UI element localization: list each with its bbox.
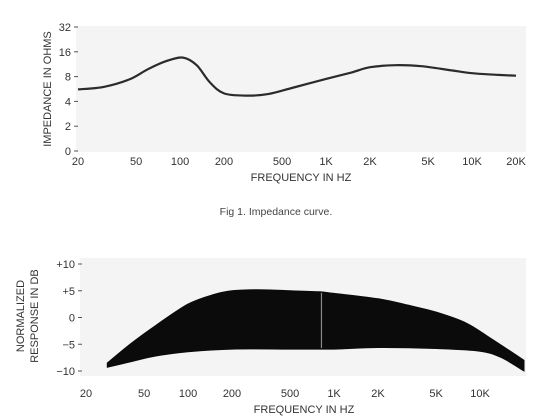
- response-x-tick-label: 100: [179, 388, 197, 400]
- impedance-x-tick-label: 200: [215, 156, 233, 168]
- impedance-y-tick-label: 8: [65, 72, 71, 84]
- response-x-ticks: 20 50 100 200 500 1K 2K 5K 10K: [80, 388, 491, 400]
- response-x-tick-label: 10K: [470, 388, 490, 400]
- impedance-y-tick-label: 2: [65, 121, 71, 133]
- response-x-tick-label: 5K: [429, 388, 443, 400]
- impedance-y-tick-label: 0: [65, 146, 71, 158]
- impedance-x-tick-label: 2K: [363, 156, 377, 168]
- impedance-y-tick-label: 32: [59, 22, 71, 34]
- response-x-axis-label: FREQUENCY IN HZ: [254, 404, 355, 416]
- impedance-x-tick-label: 50: [130, 156, 142, 168]
- response-y-axis-label-line1: NORMALIZED: [15, 280, 27, 352]
- impedance-x-tick-label: 20: [72, 156, 84, 168]
- impedance-curve: [77, 56, 517, 97]
- response-y-tick-label: +5: [62, 286, 75, 298]
- response-x-tick-label: 1K: [327, 388, 341, 400]
- response-x-tick-label: 2K: [371, 388, 385, 400]
- response-y-ticks: +10 +5 0 −5 −10: [56, 259, 82, 378]
- impedance-y-tick-label: 4: [65, 96, 71, 108]
- response-y-tick-label: 0: [69, 313, 75, 325]
- impedance-x-axis-label: FREQUENCY IN HZ: [251, 172, 352, 184]
- impedance-x-tick-label: 100: [171, 156, 189, 168]
- impedance-plot-background: [76, 26, 526, 152]
- response-y-axis-label-line2: RESPONSE IN DB: [29, 269, 41, 363]
- response-x-tick-label: 200: [223, 388, 241, 400]
- response-band: [106, 289, 525, 372]
- impedance-x-tick-label: 10K: [462, 156, 482, 168]
- impedance-x-tick-label: 1K: [319, 156, 333, 168]
- response-y-tick-label: −5: [62, 339, 75, 351]
- impedance-caption: Fig 1. Impedance curve.: [220, 206, 333, 218]
- impedance-y-axis-label: IMPEDANCE IN OHMS: [42, 31, 54, 147]
- response-chart: +10 +5 0 −5 −10 20 50 100 200 500 1K 2K 5K 10K NORMA…: [15, 258, 526, 416]
- impedance-y-tick-label: 16: [59, 47, 71, 59]
- impedance-x-tick-label: 5K: [421, 156, 435, 168]
- impedance-x-tick-label: 20K: [506, 156, 526, 168]
- response-x-tick-label: 500: [281, 388, 299, 400]
- impedance-y-ticks: 32 16 8 4 2 0: [59, 22, 78, 158]
- impedance-x-tick-label: 500: [273, 156, 291, 168]
- response-y-tick-label: −10: [56, 366, 75, 378]
- response-x-tick-label: 50: [138, 388, 150, 400]
- impedance-x-ticks: 20 50 100 200 500 1K 2K 5K 10K 20K: [72, 156, 527, 168]
- response-y-tick-label: +10: [56, 259, 75, 271]
- response-x-tick-label: 20: [80, 388, 92, 400]
